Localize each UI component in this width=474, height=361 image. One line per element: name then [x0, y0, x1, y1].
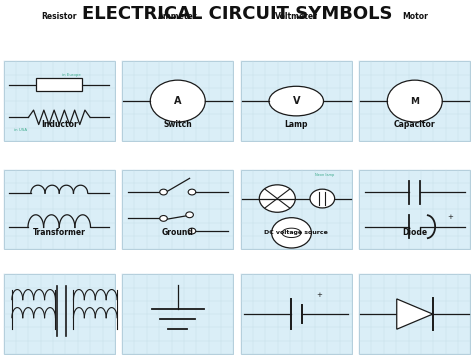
- Text: A: A: [174, 96, 182, 106]
- Bar: [122, 274, 233, 354]
- Text: Inductor: Inductor: [41, 120, 78, 129]
- Bar: [241, 170, 352, 249]
- Ellipse shape: [269, 86, 323, 116]
- Bar: [4, 274, 115, 354]
- Circle shape: [310, 189, 335, 208]
- Bar: [241, 274, 352, 354]
- Bar: [359, 61, 470, 141]
- Text: V: V: [292, 96, 300, 106]
- Text: Switch: Switch: [164, 120, 192, 129]
- Bar: [4, 170, 115, 249]
- Text: ELECTRICAL CIRCUIT SYMBOLS: ELECTRICAL CIRCUIT SYMBOLS: [82, 5, 392, 23]
- Text: Diode: Diode: [402, 229, 428, 237]
- Circle shape: [160, 216, 167, 221]
- Bar: [36, 78, 82, 91]
- Text: DC voltage source: DC voltage source: [264, 230, 328, 235]
- Text: in Europe: in Europe: [62, 73, 81, 77]
- Text: Motor: Motor: [402, 12, 428, 21]
- Text: +: +: [447, 214, 453, 219]
- Circle shape: [387, 80, 442, 122]
- Circle shape: [160, 189, 167, 195]
- Bar: [122, 170, 233, 249]
- Text: in USA: in USA: [14, 128, 27, 132]
- Text: Lamp: Lamp: [284, 120, 308, 129]
- Bar: [359, 274, 470, 354]
- Text: Capacitor: Capacitor: [394, 120, 436, 129]
- Circle shape: [188, 189, 196, 195]
- Text: Transformer: Transformer: [33, 229, 86, 237]
- Bar: [4, 61, 115, 141]
- Text: Voltmeter: Voltmeter: [275, 12, 318, 21]
- Circle shape: [259, 185, 295, 212]
- Circle shape: [272, 218, 311, 248]
- Text: Ground: Ground: [162, 229, 194, 237]
- Text: Ammeter: Ammeter: [158, 12, 198, 21]
- Circle shape: [186, 212, 193, 218]
- Bar: [241, 61, 352, 141]
- Text: M: M: [410, 97, 419, 105]
- Circle shape: [188, 228, 196, 234]
- Polygon shape: [397, 299, 433, 329]
- Circle shape: [150, 80, 205, 122]
- Bar: [359, 170, 470, 249]
- Text: Neon lamp: Neon lamp: [315, 173, 334, 177]
- Bar: [122, 61, 233, 141]
- Text: +: +: [316, 292, 322, 298]
- Text: Resistor: Resistor: [42, 12, 77, 21]
